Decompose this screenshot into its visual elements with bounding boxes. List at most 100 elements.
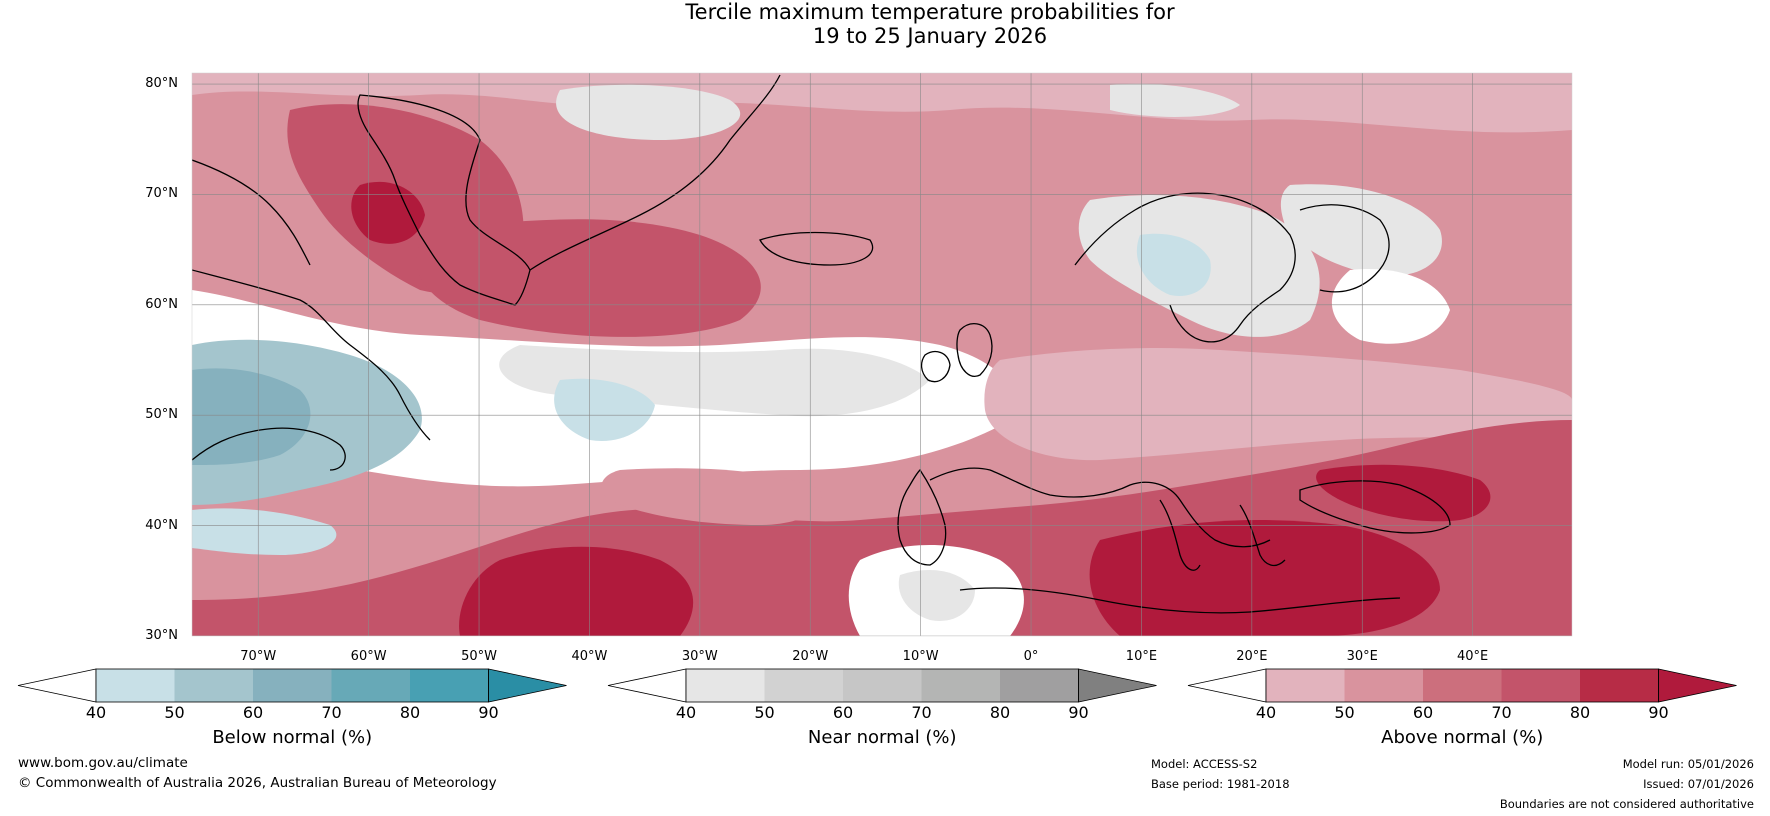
base-period: Base period: 1981-2018 — [1151, 777, 1290, 791]
colorbar-tick-label: 70 — [1491, 703, 1512, 722]
iceland-coast — [759, 231, 874, 266]
ireland-coast — [920, 351, 951, 383]
colorbar-segment — [1266, 669, 1345, 702]
colorbar-tick-label: 40 — [85, 703, 107, 722]
latitude-label: 70°N — [145, 186, 178, 202]
website-link[interactable]: www.bom.gov.au/climate — [18, 755, 188, 771]
colorbar-tick-label: 50 — [164, 703, 185, 722]
longitude-label: 30°E — [1346, 649, 1378, 664]
colorbar-segment — [253, 669, 332, 702]
longitude-label: 70°W — [240, 649, 277, 664]
latitude-label: 30°N — [145, 628, 178, 643]
longitude-label: 10°E — [1125, 649, 1158, 664]
colorbar-low-extension — [607, 668, 687, 703]
longitude-label: 0° — [1023, 649, 1039, 664]
balkans-coast — [1239, 504, 1286, 567]
colorbar-low-extension — [17, 668, 97, 703]
colorbar-tick-label: 70 — [911, 703, 932, 722]
latitude-label: 80°N — [145, 76, 178, 92]
colorbar-segment — [1501, 669, 1580, 702]
colorbar-title: Near normal (%) — [807, 727, 957, 748]
longitude-label: 50°W — [461, 649, 497, 664]
midatlantic-below-normal-patch — [554, 378, 655, 441]
colorbar-segment — [410, 669, 489, 702]
longitude-label: 40°E — [1456, 649, 1489, 664]
colorbar-high-extension — [1078, 668, 1157, 703]
colorbar-segment — [1423, 669, 1502, 702]
latitude-label: 40°N — [145, 517, 178, 533]
north-africa-coast — [959, 587, 1401, 614]
sweden-below-normal-patch — [1136, 233, 1211, 296]
svalbard-near-normal-patch — [1110, 83, 1240, 117]
colorbar-segment — [686, 669, 765, 702]
colorbar-segment — [1000, 669, 1079, 702]
colorbar-tick-label: 50 — [1334, 703, 1355, 722]
europe-south-coast — [929, 467, 1271, 548]
black-sea-coast — [1299, 480, 1451, 534]
probability-field — [192, 73, 1572, 636]
colorbar-tick-label: 80 — [989, 703, 1011, 722]
arctic-near-normal-patch — [556, 84, 741, 140]
latitude-label: 50°N — [145, 407, 178, 423]
mid-atlantic-above-normal-patch — [601, 468, 822, 525]
finland-near-normal-region — [1280, 184, 1442, 276]
colorbar-tick-label: 80 — [399, 703, 421, 722]
russia-below-40-region — [1331, 269, 1450, 344]
colorbar-tick-label: 40 — [1255, 703, 1277, 722]
colorbar-outline — [1265, 668, 1659, 703]
colorbar-outline — [95, 668, 489, 703]
colorbar-outline — [685, 668, 1079, 703]
longitude-label: 60°W — [350, 649, 387, 664]
colorbar-high-extension — [1658, 668, 1737, 703]
irminger-sea-above-normal-region — [416, 219, 761, 337]
colorbar-segment — [331, 669, 410, 702]
issued-date: Issued: 07/01/2026 — [1643, 777, 1754, 791]
colorbar-tick-label: 90 — [478, 703, 499, 722]
labrador-coast — [192, 269, 431, 441]
colorbar-segment — [1580, 669, 1659, 702]
greenland-very-high-region — [351, 181, 425, 244]
great-britain-coast — [956, 323, 993, 377]
colorbar-segment — [921, 669, 1000, 702]
colorbar-title: Above normal (%) — [1381, 727, 1544, 748]
longitude-label: 20°E — [1236, 649, 1268, 664]
colorbars — [17, 668, 1737, 703]
colorbar-high-extension — [488, 668, 567, 703]
colorbar-segment — [843, 669, 922, 702]
colorbar-segment — [1344, 669, 1423, 702]
colorbar-tick-label: 90 — [1648, 703, 1669, 722]
arctic-light-pink-region — [192, 73, 1572, 133]
colorbar-tick-label: 60 — [1412, 703, 1434, 722]
model-run-date: Model run: 05/01/2026 — [1622, 757, 1754, 771]
latitude-label: 60°N — [145, 296, 178, 312]
colorbar-tick-label: 40 — [675, 703, 697, 722]
boundaries-disclaimer: Boundaries are not considered authoritat… — [1499, 797, 1754, 811]
colorbar-segment — [96, 669, 175, 702]
model-name: Model: ACCESS-S2 — [1151, 757, 1258, 771]
nova-scotia-coast — [192, 427, 346, 471]
colorbar-tick-label: 60 — [242, 703, 264, 722]
italy-coast — [1159, 499, 1201, 571]
colorbar-tick-label: 60 — [832, 703, 854, 722]
greenland-east-coast — [529, 74, 781, 271]
copyright-text: © Commonwealth of Australia 2026, Austra… — [18, 775, 497, 791]
coastlines — [192, 74, 1451, 614]
finland-coast — [1299, 204, 1390, 293]
colorbar-low-extension — [1187, 668, 1267, 703]
greenland-coast — [357, 94, 531, 306]
longitude-label: 20°W — [792, 649, 829, 664]
iberia-coast — [897, 468, 947, 566]
colorbar-title: Below normal (%) — [212, 727, 373, 748]
colorbar-tick-label: 80 — [1569, 703, 1591, 722]
longitude-label: 30°W — [681, 649, 718, 664]
colorbar-tick-label: 90 — [1068, 703, 1089, 722]
colorbar-tick-label: 50 — [754, 703, 775, 722]
southern-below-normal-patch — [192, 508, 337, 555]
scandinavia-coast — [1074, 192, 1296, 343]
central-europe-light-pink-region — [984, 348, 1572, 461]
black-sea-very-high-region — [1316, 464, 1491, 522]
graticule — [192, 73, 1572, 636]
longitude-label: 40°W — [571, 649, 608, 664]
